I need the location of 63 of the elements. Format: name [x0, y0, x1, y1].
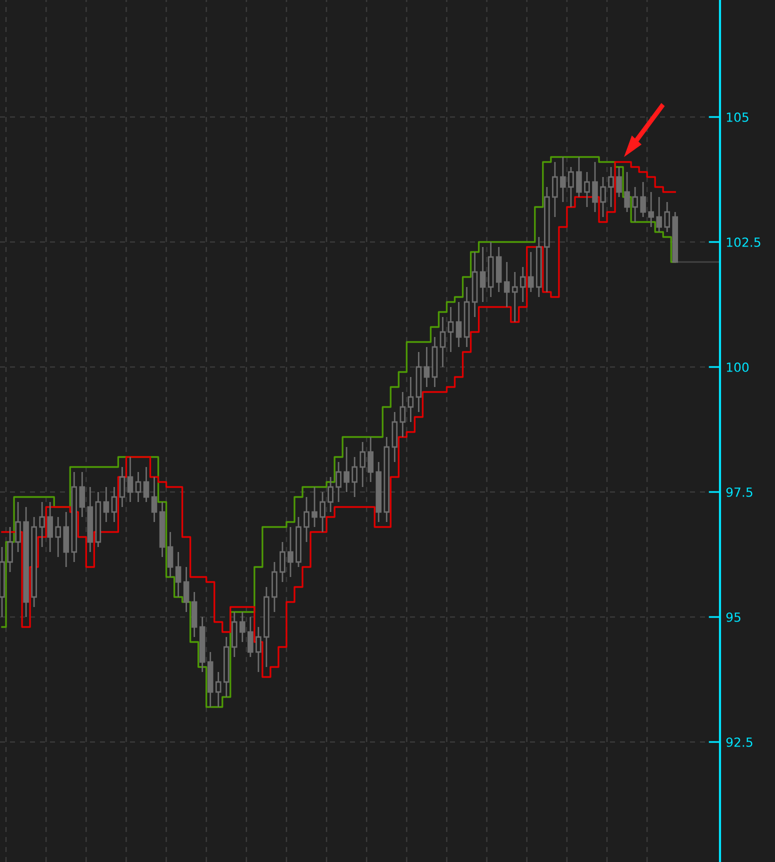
candlestick — [320, 491, 326, 533]
candlestick — [368, 436, 374, 483]
candlestick — [400, 391, 406, 438]
candlestick — [288, 526, 294, 578]
candlestick — [584, 171, 590, 208]
candlestick — [408, 376, 414, 423]
candlestick — [151, 476, 158, 523]
candlestick — [616, 166, 622, 198]
candlestick — [632, 186, 638, 223]
candlestick — [248, 616, 254, 658]
candlestick — [480, 246, 486, 303]
candlestick — [608, 166, 614, 208]
candlestick — [344, 446, 350, 493]
candlestick — [448, 306, 454, 353]
candlestick — [440, 316, 446, 368]
candlestick — [576, 156, 582, 198]
candlestick — [167, 531, 174, 578]
candlestick — [328, 476, 334, 513]
candlestick — [79, 471, 86, 518]
candlestick — [600, 176, 606, 218]
candlestick — [55, 516, 61, 558]
candlestick — [304, 496, 310, 543]
candlestick — [528, 251, 534, 293]
candlestick — [143, 466, 150, 503]
candlestick — [568, 166, 574, 208]
candlestick — [256, 626, 262, 673]
candlestick — [183, 566, 190, 613]
candlestick — [360, 441, 366, 488]
candlestick — [47, 501, 53, 553]
candlestick — [7, 526, 13, 573]
candlestick — [175, 551, 182, 598]
candlestick — [127, 456, 134, 503]
candlestick — [15, 501, 21, 553]
candlestick — [240, 611, 246, 643]
y-tick-label: 97.5 — [726, 487, 752, 497]
candlestick — [119, 466, 126, 508]
y-tick-label: 92.5 — [726, 737, 752, 747]
candlestick — [312, 486, 318, 528]
candlestick — [456, 301, 462, 348]
y-tick-label: 102.5 — [726, 237, 760, 247]
candlestick — [624, 171, 630, 213]
y-tick-label: 100 — [726, 362, 749, 372]
candlestick — [656, 196, 662, 233]
candlestick — [336, 461, 342, 503]
candlestick — [135, 471, 142, 503]
candlestick — [560, 156, 566, 203]
candlestick — [664, 201, 670, 233]
candlestick — [111, 486, 118, 523]
candlestick — [280, 541, 286, 583]
candlestick — [512, 271, 518, 323]
candlestick — [424, 346, 430, 388]
candlestick — [592, 161, 598, 213]
candlestick — [504, 261, 510, 308]
candlestick — [39, 501, 45, 548]
candlestick — [552, 161, 558, 218]
candlestick — [640, 181, 646, 218]
candlestick — [352, 456, 358, 498]
y-tick-label: 95 — [726, 612, 740, 622]
y-tick-label: 105 — [726, 112, 748, 122]
candlestick — [648, 191, 654, 228]
candlestick — [215, 671, 222, 708]
candlestick — [520, 266, 526, 303]
candlestick — [103, 486, 110, 523]
